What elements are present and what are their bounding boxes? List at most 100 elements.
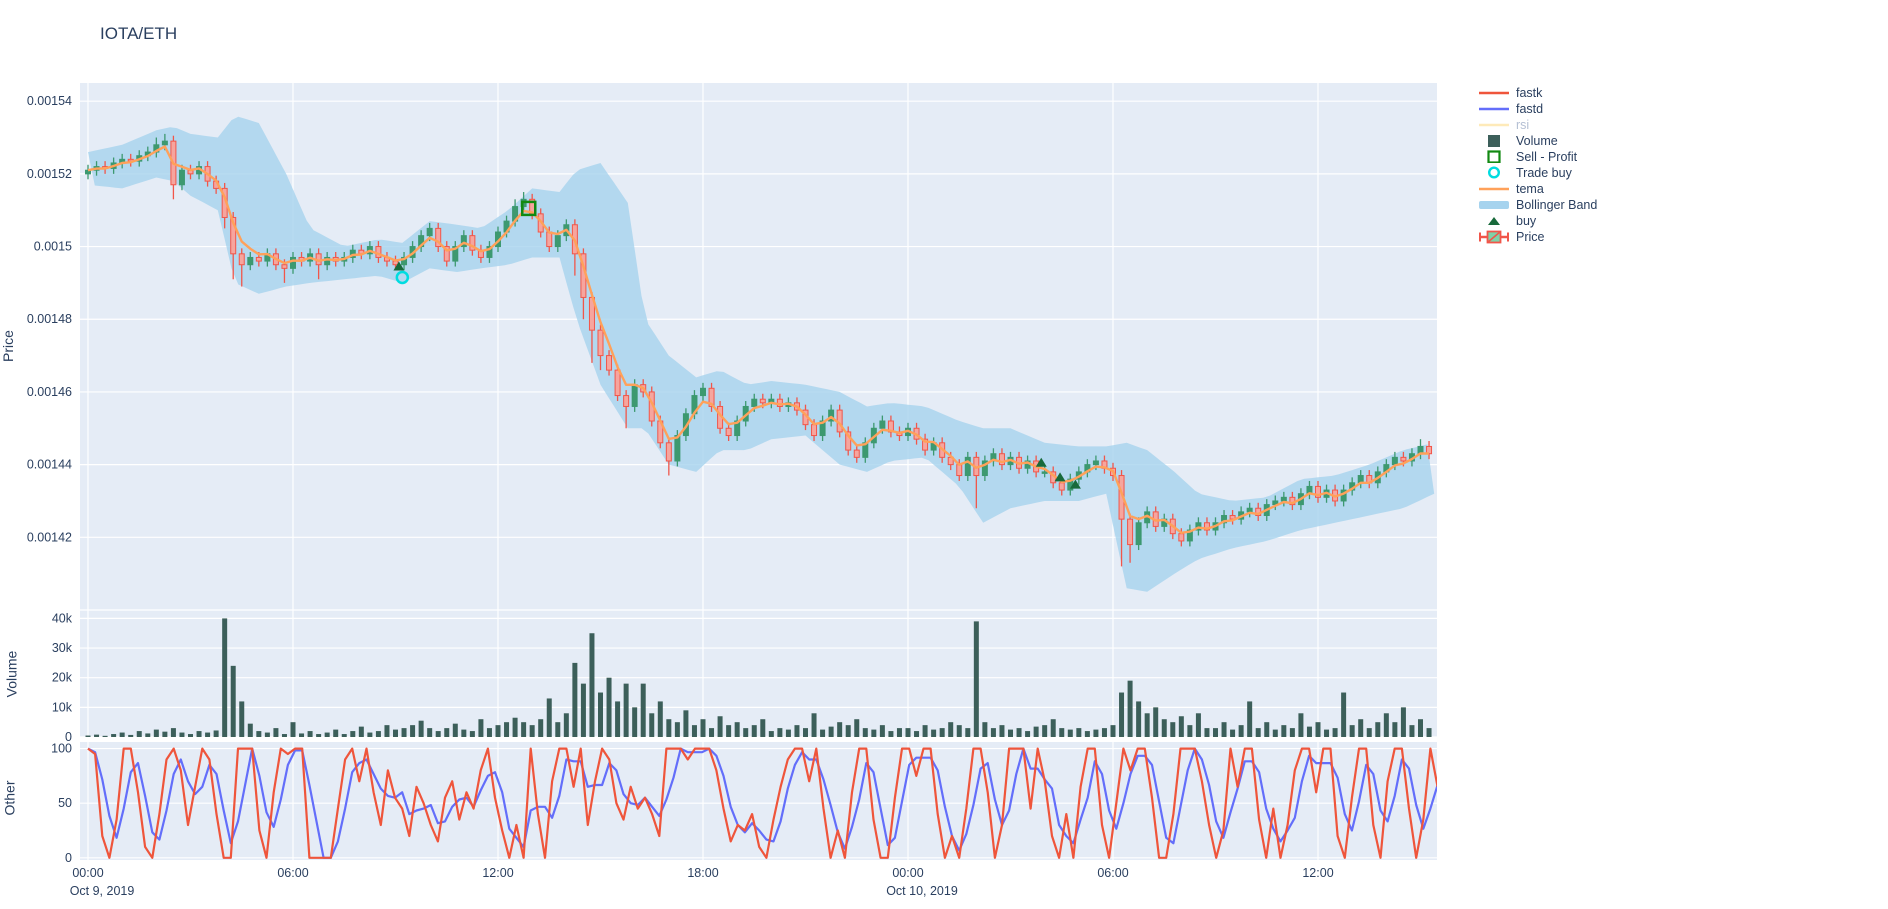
volume-bar (247, 723, 253, 737)
volume-bar (649, 713, 655, 737)
legend-item-bollinger-band[interactable]: Bollinger Band (1478, 197, 1598, 212)
legend-item-tema[interactable]: tema (1478, 182, 1597, 196)
volume-bar (990, 728, 996, 737)
legend-item-label: Volume (1516, 133, 1558, 148)
candlestick (1092, 460, 1099, 466)
legend-item-fastd[interactable]: fastd (1478, 101, 1597, 116)
other-tick-label: 0 (65, 851, 72, 865)
candlestick (725, 427, 732, 437)
volume-bar (1392, 722, 1398, 737)
triangle-swatch-icon (1478, 215, 1510, 227)
volume-bar (1119, 692, 1125, 737)
volume-bar (717, 716, 723, 737)
legend-item-buy[interactable]: buy (1478, 214, 1597, 228)
sell-profit-marker (521, 200, 537, 217)
line-swatch-icon (1478, 103, 1510, 115)
volume-bar (273, 728, 279, 737)
volume-bar (85, 735, 91, 737)
candlestick (623, 395, 630, 407)
volume-bar (469, 731, 475, 737)
candlestick (546, 231, 553, 248)
volume-bar (1375, 722, 1381, 737)
volume-bar (743, 728, 749, 737)
volume-bar (1426, 728, 1432, 737)
volume-bar (461, 729, 467, 737)
candlestick (614, 369, 621, 397)
volume-bar (94, 734, 100, 737)
legend-item-sell-profit[interactable]: Sell - Profit (1478, 149, 1597, 164)
candlestick (238, 253, 245, 266)
volume-bar (290, 722, 296, 737)
candlestick (1280, 496, 1287, 502)
volume-bar (1050, 719, 1056, 737)
volume-bar (760, 719, 766, 737)
legend-item-label: Bollinger Band (1516, 197, 1598, 212)
volume-bar (1281, 725, 1287, 737)
legend-item-volume[interactable]: Volume (1478, 133, 1597, 148)
legend: fastk fastd rsi Volume Sell - Profit Trade bu… (1478, 86, 1598, 244)
volume-bar (401, 728, 407, 737)
volume-bar (1144, 713, 1150, 737)
volume-bar (1153, 707, 1159, 737)
legend-item-price[interactable]: Price (1478, 229, 1597, 244)
volume-bar (170, 728, 176, 737)
square-swatch-icon (1478, 134, 1510, 147)
volume-bar (1076, 728, 1082, 737)
volume-bar (375, 731, 381, 737)
candlestick (606, 355, 613, 371)
candlestick (674, 435, 681, 462)
volume-bar (777, 728, 783, 737)
volume-bar (136, 731, 142, 737)
volume-bar (410, 725, 416, 737)
volume-bar (546, 698, 552, 737)
volume-bar (102, 735, 108, 737)
candlestick (161, 140, 168, 146)
volume-bar (768, 731, 774, 737)
price-tick-label: 0.00154 (27, 94, 72, 108)
volume-bar (657, 701, 663, 737)
candlestick (230, 216, 237, 255)
volume-bar (1213, 728, 1218, 737)
volume-bar (734, 722, 740, 737)
volume-bar (1383, 713, 1389, 737)
volume-bar (1033, 726, 1039, 737)
volume-bar (1195, 713, 1201, 737)
volume-bar (111, 734, 117, 737)
legend-item-label: Price (1516, 229, 1545, 244)
volume-bar (205, 732, 211, 737)
price-tick-label: 0.00146 (27, 385, 72, 399)
volume-bar (922, 725, 928, 737)
candlestick (631, 384, 638, 407)
volume-bar (341, 734, 347, 737)
candlestick (1391, 456, 1398, 466)
volume-bar (495, 725, 501, 737)
legend-item-fastk[interactable]: fastk (1478, 86, 1597, 100)
buy-marker (393, 261, 405, 271)
volume-tick-label: 20k (52, 671, 73, 685)
candlestick (597, 329, 604, 357)
volume-bar (444, 728, 450, 737)
legend-item-trade-buy[interactable]: Trade buy (1478, 165, 1597, 180)
volume-bar (333, 729, 339, 737)
legend-item-label: fastd (1516, 101, 1544, 116)
legend-item-label: Trade buy (1516, 165, 1572, 180)
page-title: IOTA/ETH (100, 24, 178, 43)
volume-bar (1418, 719, 1423, 737)
volume-bar (674, 722, 680, 737)
volume-tick-label: 30k (52, 641, 73, 655)
line-swatch-icon (1478, 87, 1510, 99)
volume-bar (1204, 728, 1210, 737)
candlestick (486, 246, 493, 258)
volume-bar (1221, 722, 1227, 737)
candlestick (819, 420, 826, 437)
volume-bar (1084, 731, 1090, 737)
legend-item-label: Sell - Profit (1516, 149, 1578, 164)
candlestick (1178, 533, 1185, 542)
volume-bar (162, 731, 168, 737)
volume-bar (1324, 729, 1330, 737)
legend-item-rsi[interactable]: rsi (1478, 118, 1597, 132)
volume-bar (324, 732, 330, 737)
candlestick (401, 256, 408, 266)
